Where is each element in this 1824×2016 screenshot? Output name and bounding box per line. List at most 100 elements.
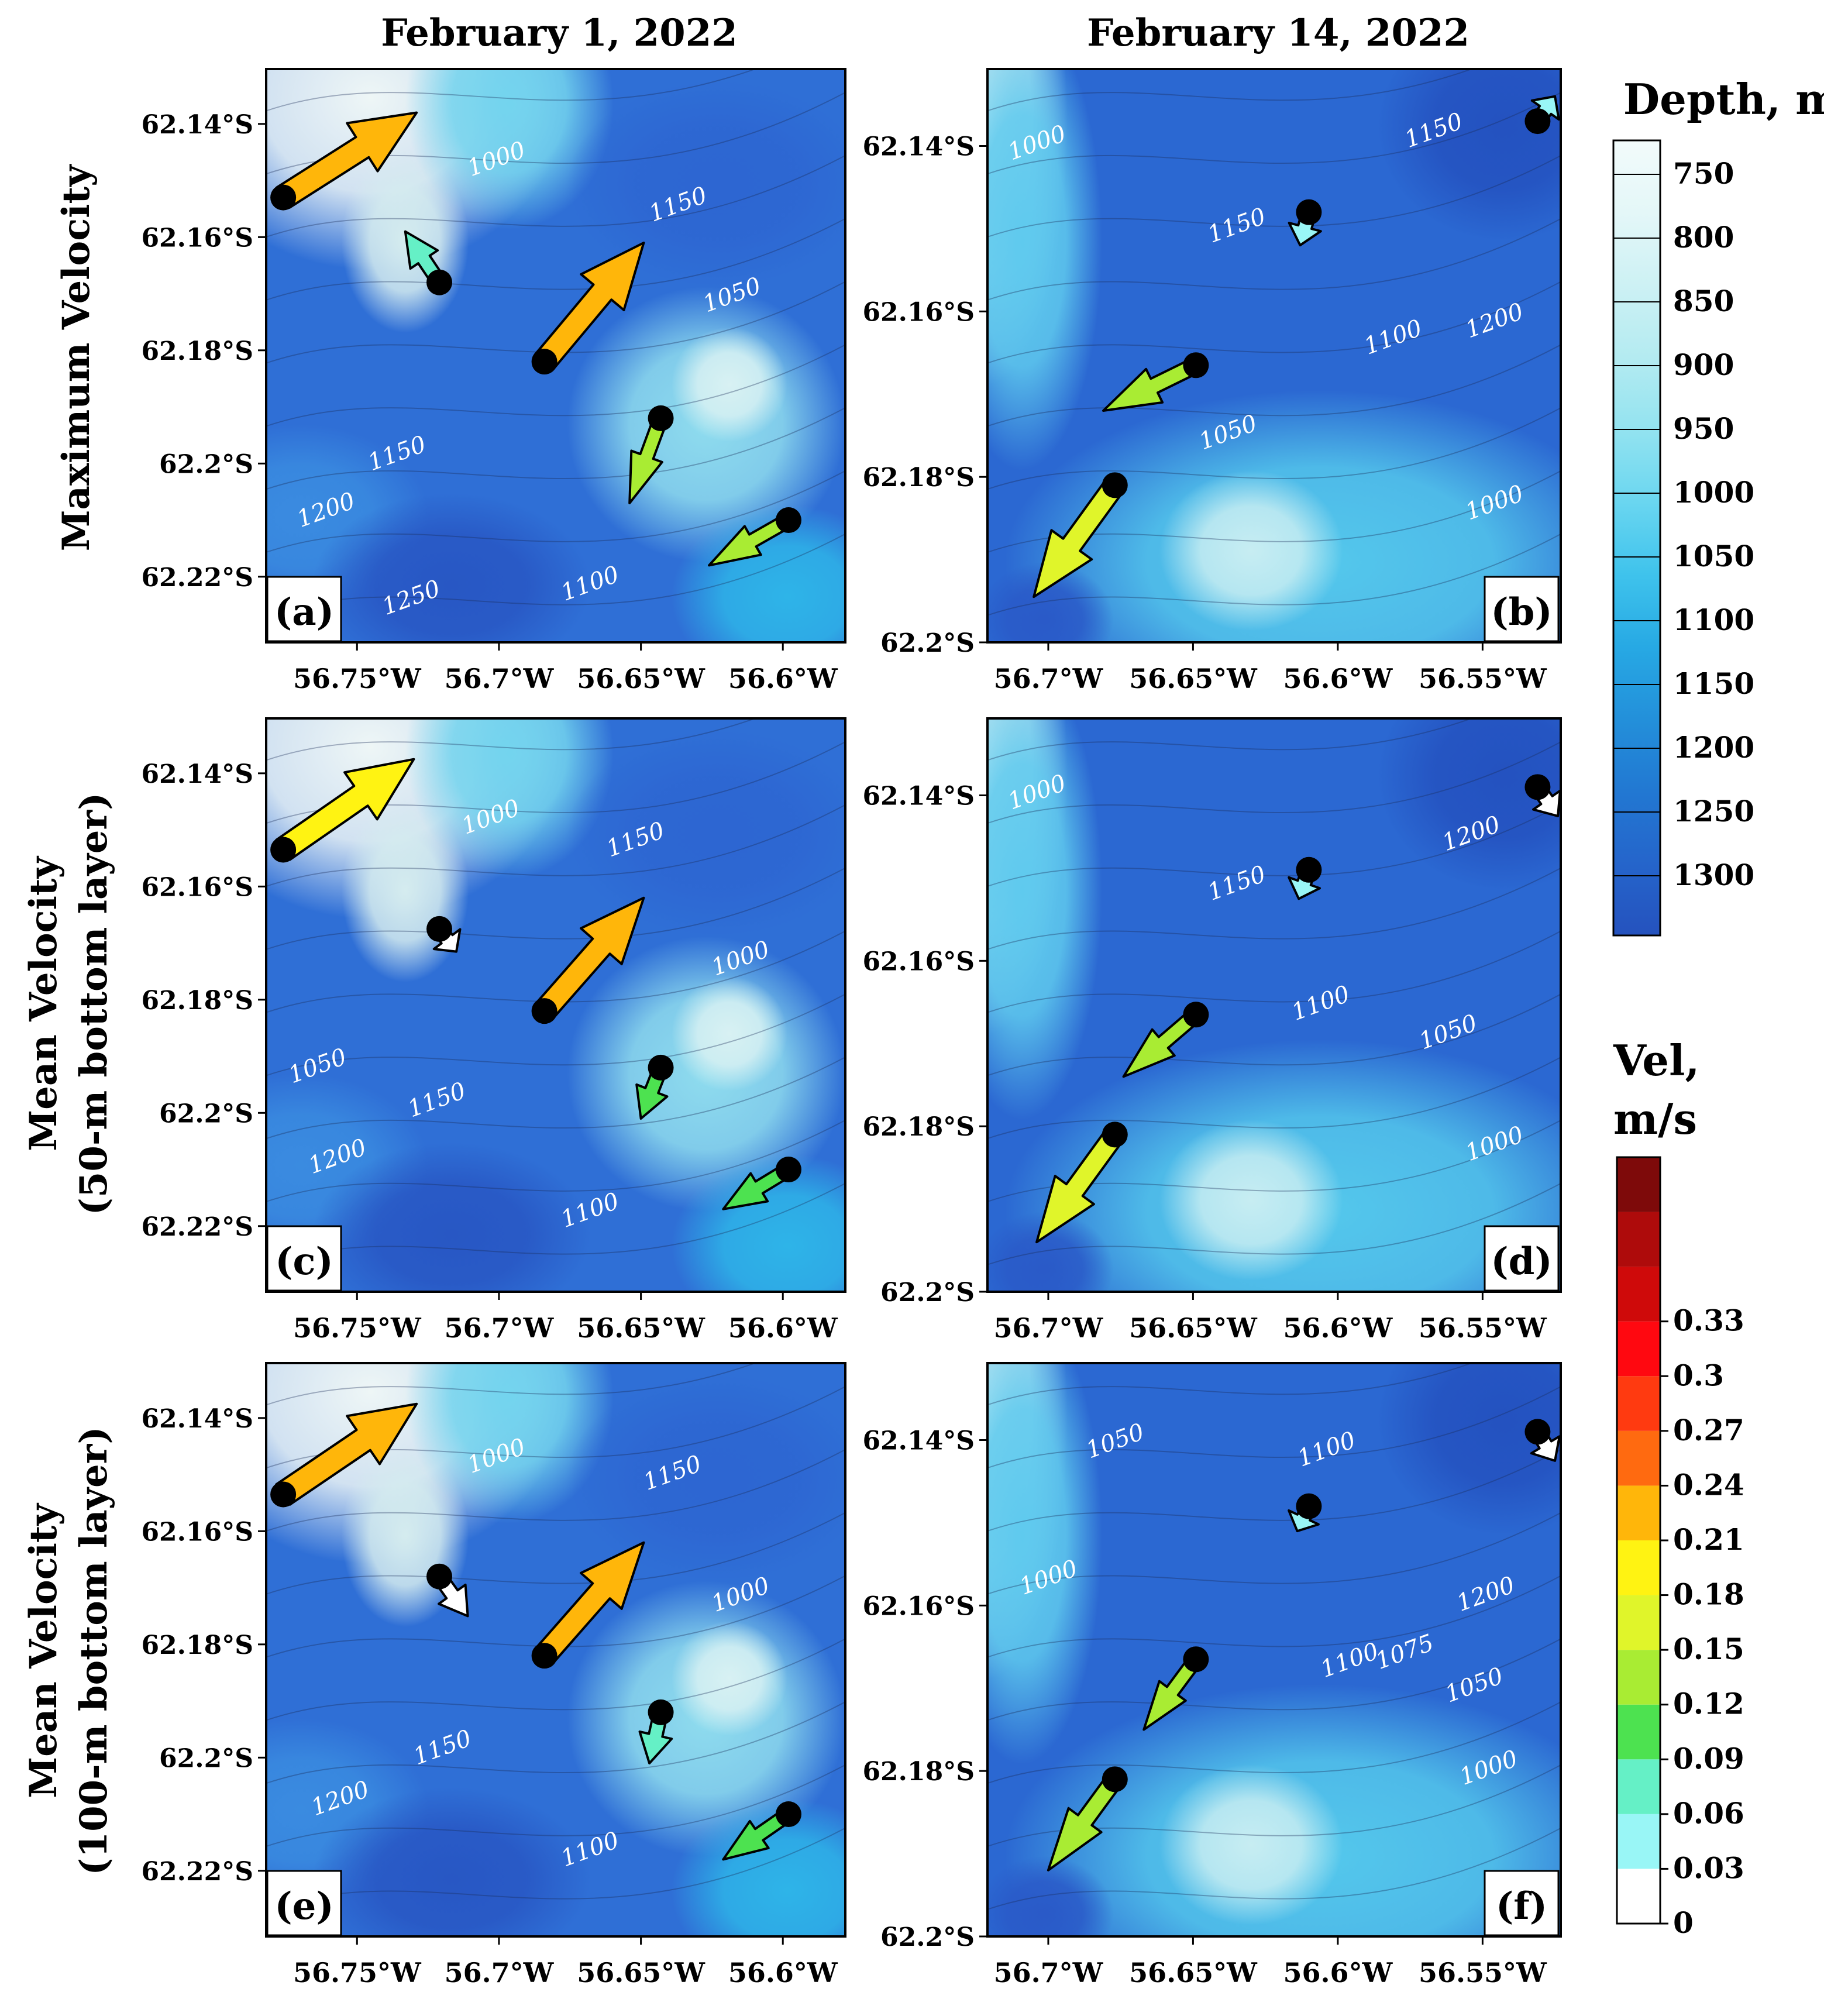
depth-shading: [1159, 1120, 1343, 1281]
velocity-arrow-shape: [535, 1541, 645, 1664]
isobath-line: [987, 1056, 1561, 1140]
mooring-station-dot: [1296, 199, 1322, 225]
depth-shading: [1377, 69, 1561, 241]
isobath-line: [987, 1182, 1561, 1265]
isobath-line: [987, 281, 1561, 364]
velocity-arrow-shape: [535, 896, 645, 1020]
mooring-station-dot: [426, 269, 453, 295]
panel-label: (e): [274, 1884, 333, 1928]
depth-shading: [672, 1798, 845, 1936]
panel-label: (f): [1496, 1884, 1547, 1928]
x-tick-label: 56.75°W: [293, 1312, 422, 1344]
panel-label-box: [1484, 1225, 1560, 1292]
isobath-line: [987, 218, 1561, 301]
depth-legend-label: 1000: [1673, 475, 1754, 510]
y-tick-label: 62.16°S: [141, 223, 253, 253]
depth-legend-label: 950: [1673, 411, 1734, 446]
depth-shading: [1159, 1764, 1343, 1925]
isobath-line: [266, 1363, 757, 1406]
x-tick-label: 56.7°W: [994, 1312, 1104, 1344]
column-header-feb1: February 1, 2022: [381, 11, 738, 55]
depth-shading: [567, 1374, 845, 1581]
depth-legend-label: 850: [1673, 284, 1734, 318]
x-tick-label: 56.7°W: [994, 663, 1104, 694]
velocity-legend-label: 0.3: [1673, 1358, 1724, 1392]
panel-label: (c): [275, 1240, 333, 1284]
velocity-colorbar-segment: [1617, 1869, 1660, 1924]
velocity-colorbar-segment: [1617, 1540, 1660, 1595]
velocity-legend-label: 0.21: [1673, 1522, 1744, 1557]
velocity-arrow: [1524, 774, 1561, 817]
velocity-arrow-shape: [276, 111, 418, 209]
velocity-colorbar-segment: [1617, 1595, 1660, 1650]
x-tick-label: 56.7°W: [445, 1957, 555, 1989]
column-header-feb14: February 14, 2022: [1087, 11, 1469, 55]
depth-shading: [405, 69, 614, 230]
y-tick-label: 62.16°S: [862, 1591, 975, 1621]
x-tick-label: 56.6°W: [728, 1957, 838, 1989]
y-tick-label: 62.16°S: [862, 947, 975, 976]
row-sublabel-100m-bottom-layer: (100-m bottom layer): [72, 1426, 116, 1875]
y-tick-label: 62.2°S: [159, 449, 253, 479]
isobath-line: [266, 930, 845, 1013]
velocity-arrow-shape: [534, 242, 645, 370]
y-tick-label: 62.14°S: [862, 1426, 975, 1456]
velocity-arrow: [531, 896, 645, 1024]
velocity-legend-label: 0: [1673, 1905, 1694, 1940]
velocity-arrow: [531, 242, 645, 375]
x-tick-label: 56.65°W: [577, 1312, 705, 1344]
isobath-line: [987, 91, 1561, 175]
velocity-colorbar-segment: [1617, 1321, 1660, 1377]
mooring-station-dot: [648, 1699, 674, 1725]
velocity-colorbar-segment: [1617, 1650, 1660, 1705]
panel-label-box: [266, 1870, 342, 1936]
panel-label: (d): [1491, 1240, 1552, 1284]
mooring-station-dot: [531, 349, 557, 375]
depth-shading: [405, 718, 614, 879]
velocity-legend-label: 0.12: [1673, 1687, 1744, 1721]
depth-shading: [672, 1621, 787, 1736]
x-tick-label: 56.7°W: [445, 1312, 555, 1344]
x-tick-label: 56.6°W: [728, 663, 838, 694]
velocity-colorbar-segment: [1617, 1212, 1660, 1267]
isobath-line: [266, 867, 845, 950]
velocity-legend-label: 0.09: [1673, 1741, 1744, 1776]
panel-label: (b): [1491, 590, 1552, 634]
depth-shading: [672, 1154, 845, 1292]
panel-label: (a): [274, 590, 334, 634]
depth-shading: [312, 1787, 591, 1936]
isobath-line: [987, 741, 1561, 824]
mooring-station-dot: [775, 507, 801, 534]
velocity-arrow: [628, 405, 674, 504]
panel-label-box: [1484, 1870, 1560, 1936]
depth-shading: [987, 562, 1114, 642]
y-tick-label: 62.14°S: [141, 759, 253, 789]
depth-shading: [567, 730, 845, 937]
isobath-line: [987, 930, 1561, 1013]
depth-legend-label: 1050: [1673, 539, 1754, 573]
mooring-station-dot: [775, 1801, 801, 1828]
depth-legend-label: 1200: [1673, 730, 1754, 765]
y-tick-label: 62.14°S: [862, 782, 975, 811]
velocity-legend-label: 0.06: [1673, 1796, 1744, 1831]
isobath-line: [266, 344, 845, 427]
velocity-arrow: [722, 1801, 801, 1861]
depth-shading: [1377, 1363, 1561, 1535]
mooring-station-dot: [1524, 774, 1551, 800]
mooring-station-dot: [426, 916, 453, 942]
x-tick-label: 56.55°W: [1419, 1312, 1547, 1344]
depth-shading: [672, 327, 787, 442]
velocity-legend-title-line2: m/s: [1613, 1094, 1697, 1144]
depth-shading: [672, 976, 787, 1091]
depth-shading: [312, 493, 591, 642]
panel-label-box: [1484, 576, 1560, 642]
depth-shading: [405, 1363, 614, 1524]
mooring-station-dot: [270, 184, 297, 211]
mooring-station-dot: [1183, 1002, 1209, 1028]
row-label-mean-velocity-100m: Mean Velocity: [22, 1503, 66, 1798]
velocity-colorbar-segment: [1617, 1430, 1660, 1486]
isobath-line: [266, 1575, 845, 1658]
velocity-colorbar-segment: [1617, 1267, 1660, 1322]
